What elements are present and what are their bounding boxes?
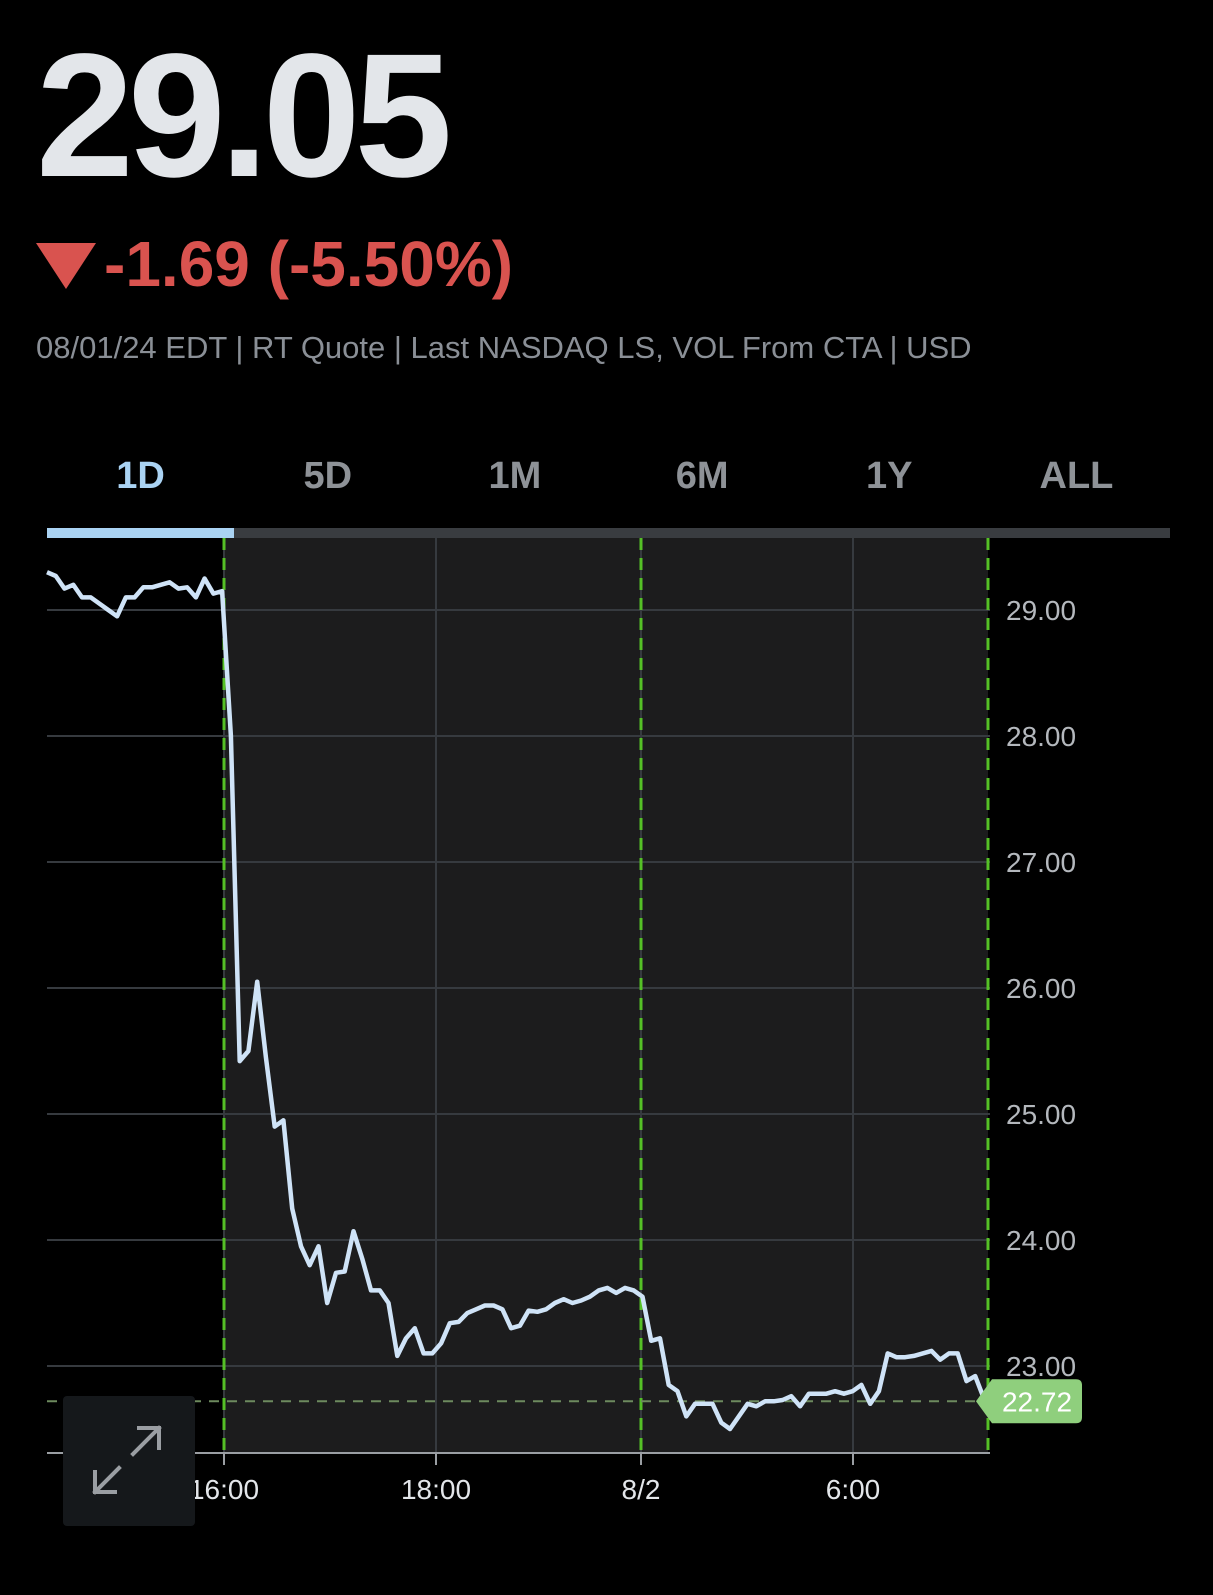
tab-1y[interactable]: 1Y xyxy=(866,455,913,497)
down-triangle-icon xyxy=(36,243,96,289)
tab-5d[interactable]: 5D xyxy=(303,455,353,497)
price-change-row: -1.69 (-5.50%) xyxy=(36,232,513,296)
y-tick-label: 29.00 xyxy=(1006,595,1076,626)
price-chart[interactable]: 29.00 28.00 27.00 26.00 25.00 24.00 23.00 16:00… xyxy=(0,538,1213,1568)
y-tick-label: 23.00 xyxy=(1006,1351,1076,1382)
tab-all[interactable]: ALL xyxy=(1039,455,1114,497)
last-price-label: 22.72 xyxy=(1002,1386,1072,1417)
last-price-badge xyxy=(976,1379,1082,1424)
y-tick-label: 28.00 xyxy=(1006,721,1076,752)
y-tick-label: 25.00 xyxy=(1006,1099,1076,1130)
tab-indicator-active xyxy=(47,528,234,538)
price-change: -1.69 (-5.50%) xyxy=(104,228,514,300)
tab-6m[interactable]: 6M xyxy=(675,455,729,497)
quote-meta: 08/01/24 EDT | RT Quote | Last NASDAQ LS… xyxy=(36,330,972,365)
tab-indicator-track xyxy=(47,528,1170,538)
expand-arrows-icon xyxy=(92,1425,162,1495)
tab-1d[interactable]: 1D xyxy=(116,455,165,497)
price-line xyxy=(46,570,987,1432)
last-price: 29.05 xyxy=(36,18,452,214)
y-tick-label: 26.00 xyxy=(1006,973,1076,1004)
x-tick-label: 6:00 xyxy=(826,1474,881,1505)
time-range-tabs: 1D 5D 1M 6M 1Y ALL xyxy=(47,455,1170,515)
x-tick-label: 16:00 xyxy=(189,1474,259,1505)
y-tick-label: 27.00 xyxy=(1006,847,1076,878)
expand-chart-button[interactable] xyxy=(63,1396,195,1526)
tab-1m[interactable]: 1M xyxy=(488,455,542,497)
after-hours-region xyxy=(224,538,988,1453)
x-tick-label: 18:00 xyxy=(401,1474,471,1505)
y-tick-label: 24.00 xyxy=(1006,1225,1076,1256)
x-tick-label: 8/2 xyxy=(622,1474,661,1505)
